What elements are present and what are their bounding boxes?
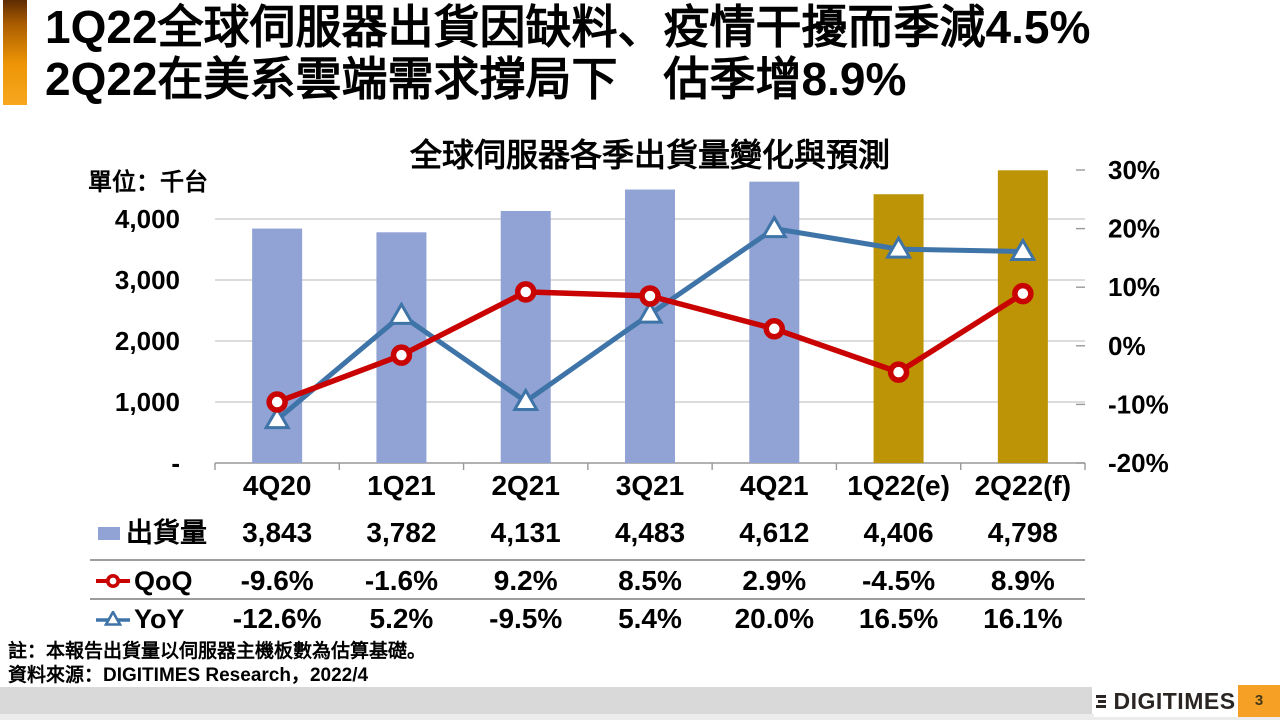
bar-2Q22(f) <box>997 170 1048 463</box>
cell-QoQ-1Q22(e): -4.5% <box>861 565 936 596</box>
shipments-legend-swatch <box>98 527 120 540</box>
right-axis-tick-label: 0% <box>1108 331 1146 361</box>
cell-QoQ-1Q21: -1.6% <box>364 565 438 596</box>
bar-1Q22(e) <box>873 194 924 463</box>
cell-出貨量-1Q22(e): 4,406 <box>863 517 934 548</box>
digitimes-logo-text: DIGITIMES <box>1113 687 1236 714</box>
row-label-QoQ: QoQ <box>96 564 193 598</box>
cell-QoQ-2Q21: 9.2% <box>493 565 558 596</box>
cell-QoQ-4Q21: 2.9% <box>742 565 807 596</box>
cell-YoY-1Q21: 5.2% <box>369 603 434 634</box>
category-label-4Q21: 4Q21 <box>740 470 809 501</box>
bar-2Q21 <box>500 211 551 463</box>
right-axis-tick-label: 10% <box>1108 272 1160 302</box>
right-axis-tick-label: -10% <box>1108 389 1169 419</box>
table-divider-1 <box>90 559 1085 561</box>
source-note: 資料來源：DIGITIMES Research，2022/4 <box>8 665 369 686</box>
category-label-2Q22(f): 2Q22(f) <box>975 470 1071 501</box>
digitimes-logo: DIGITIMES <box>1094 685 1238 717</box>
footer-bar <box>0 687 1092 714</box>
left-axis-tick-label: 3,000 <box>115 265 180 295</box>
right-axis-tick-label: 20% <box>1108 214 1160 244</box>
qoq-marker-4Q20 <box>266 391 288 413</box>
cell-出貨量-2Q21: 4,131 <box>490 517 561 548</box>
title-accent-bar <box>3 0 27 105</box>
yoy-marker-4Q20 <box>263 405 291 430</box>
cell-YoY-4Q20: -12.6% <box>232 603 322 634</box>
qoq-marker-4Q21 <box>763 318 786 340</box>
cell-出貨量-1Q21: 3,782 <box>366 517 437 548</box>
yoy-line-icon <box>96 611 130 626</box>
cell-出貨量-2Q22(f): 4,798 <box>987 517 1058 548</box>
left-axis-tick-label: 1,000 <box>115 387 180 417</box>
footer-strip <box>0 714 1280 720</box>
right-axis-tick-label: -20% <box>1108 448 1169 478</box>
qoq-marker-1Q22(e) <box>887 361 910 383</box>
left-axis-tick-label: - <box>171 448 180 478</box>
row-label-text: QoQ <box>134 566 193 596</box>
category-label-1Q21: 1Q21 <box>367 470 436 501</box>
qoq-marker-3Q21 <box>639 285 661 307</box>
category-label-3Q21: 3Q21 <box>616 470 685 501</box>
cell-QoQ-2Q22(f): 8.9% <box>990 565 1055 596</box>
digitimes-logo-icon <box>1096 695 1107 708</box>
left-axis-tick-label: 4,000 <box>115 204 180 234</box>
cell-YoY-3Q21: 5.4% <box>618 603 682 634</box>
yoy-marker-4Q21 <box>760 214 788 239</box>
qoq-marker-2Q22(f) <box>1012 282 1034 305</box>
unit-label: 單位：千台 <box>88 169 208 196</box>
page-number-badge: 3 <box>1238 685 1280 717</box>
cell-YoY-1Q22(e): 16.5% <box>858 603 939 634</box>
qoq-line-icon <box>96 574 130 588</box>
chart-title: 全球伺服器各季出貨量變化與預測 <box>409 137 890 173</box>
cell-YoY-4Q21: 20.0% <box>734 603 814 634</box>
row-label-text: YoY <box>134 604 185 634</box>
category-label-2Q21: 2Q21 <box>491 470 560 501</box>
cell-QoQ-3Q21: 8.5% <box>618 565 682 596</box>
title-line-1: 1Q22全球伺服器出貨因缺料、疫情干擾而季減4.5% <box>45 1 1091 53</box>
row-label-text: 出貨量 <box>126 518 207 548</box>
cell-YoY-2Q22(f): 16.1% <box>983 603 1063 634</box>
category-label-1Q22(e): 1Q22(e) <box>847 470 950 501</box>
yoy-marker-1Q21 <box>387 301 416 325</box>
table-divider-2 <box>90 598 1085 600</box>
cell-出貨量-4Q20: 3,843 <box>242 517 313 548</box>
qoq-marker-1Q21 <box>390 344 413 366</box>
qoq-marker-2Q21 <box>514 281 537 303</box>
right-axis-tick-label: 30% <box>1108 155 1160 185</box>
row-label-YoY: YoY <box>96 602 185 636</box>
cell-出貨量-3Q21: 4,483 <box>614 517 686 548</box>
yoy-marker-2Q22(f) <box>1009 237 1037 261</box>
title-line-2: 2Q22在美系雲端需求撐局下 估季增8.9% <box>45 52 907 105</box>
yoy-marker-2Q21 <box>512 387 540 411</box>
yoy-marker-3Q21 <box>636 300 664 324</box>
footnote: 註：本報告出貨量以伺服器主機板數為估算基礎。 <box>8 641 427 662</box>
cell-出貨量-4Q21: 4,612 <box>739 517 810 548</box>
cell-QoQ-4Q20: -9.6% <box>240 565 314 596</box>
slide-title: 1Q22全球伺服器出貨因缺料、疫情干擾而季減4.5% 2Q22在美系雲端需求撐局下… <box>45 1 1245 105</box>
left-axis-tick-label: 2,000 <box>115 326 180 356</box>
yoy-marker-1Q22(e) <box>884 235 913 259</box>
cell-YoY-2Q21: -9.5% <box>489 603 563 634</box>
row-label-出貨量: 出貨量 <box>96 516 207 550</box>
category-label-4Q20: 4Q20 <box>243 470 312 501</box>
